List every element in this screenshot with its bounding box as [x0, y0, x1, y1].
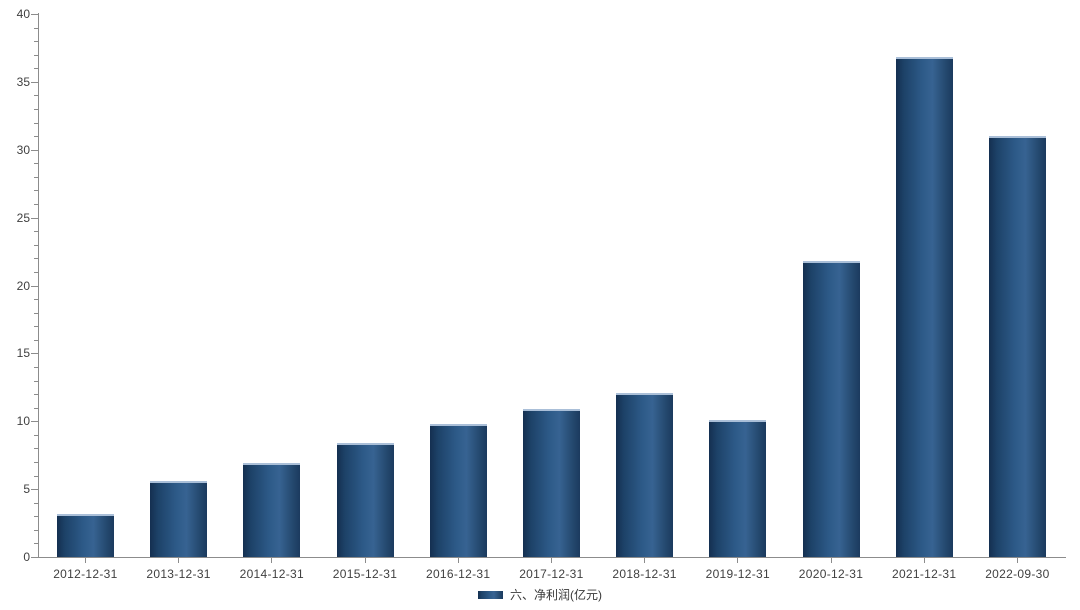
- x-tick-label: 2019-12-31: [705, 567, 770, 581]
- bar-2021-12-31[interactable]: [895, 57, 953, 557]
- x-tick-label: 2018-12-31: [612, 567, 677, 581]
- y-minor-tick: [34, 339, 38, 341]
- x-tick-label: 2022-09-30: [985, 567, 1050, 581]
- x-tick: [550, 558, 552, 563]
- legend: 六、净利润(亿元): [0, 585, 1080, 605]
- y-tick-label: 15: [16, 346, 30, 361]
- y-major-tick: [31, 489, 38, 491]
- x-tick-label: 2020-12-31: [798, 567, 864, 581]
- y-major-tick: [31, 353, 38, 355]
- y-major-tick: [31, 14, 38, 15]
- y-major-tick: [31, 557, 38, 558]
- bar-2022-09-30[interactable]: [988, 136, 1046, 557]
- x-tick: [1016, 558, 1018, 563]
- bar-2015-12-31[interactable]: [336, 442, 394, 557]
- bar-2016-12-31[interactable]: [429, 423, 487, 557]
- bar-2017-12-31[interactable]: [522, 409, 580, 557]
- y-minor-tick: [34, 299, 38, 301]
- legend-swatch: [478, 591, 503, 599]
- y-major-tick: [31, 421, 38, 423]
- bar-2019-12-31[interactable]: [709, 419, 767, 557]
- y-minor-tick: [34, 122, 38, 124]
- y-minor-tick: [34, 461, 38, 463]
- y-minor-tick: [34, 176, 38, 178]
- x-tick: [178, 558, 180, 563]
- legend-item-net-profit[interactable]: 六、净利润(亿元): [478, 588, 602, 602]
- y-axis-line: [38, 13, 39, 558]
- bar-2012-12-31[interactable]: [56, 513, 114, 557]
- x-tick: [830, 558, 832, 563]
- bar-2018-12-31[interactable]: [616, 392, 674, 557]
- x-tick: [364, 558, 366, 563]
- x-tick-label: 2012-12-31: [53, 567, 118, 581]
- bar-2014-12-31[interactable]: [243, 463, 301, 557]
- y-minor-tick: [34, 109, 38, 111]
- y-major-tick: [31, 81, 38, 83]
- y-minor-tick: [34, 244, 38, 246]
- y-minor-tick: [34, 163, 38, 165]
- y-tick-label: 35: [16, 74, 30, 89]
- bar-2013-12-31[interactable]: [150, 480, 208, 557]
- y-minor-tick: [34, 543, 38, 545]
- x-tick: [644, 558, 646, 563]
- y-minor-tick: [34, 41, 38, 43]
- y-minor-tick: [34, 54, 38, 56]
- y-minor-tick: [34, 136, 38, 138]
- y-minor-tick: [34, 516, 38, 518]
- x-tick-label: 2013-12-31: [146, 567, 211, 581]
- x-tick-label: 2014-12-31: [239, 567, 304, 581]
- y-minor-tick: [34, 312, 38, 314]
- y-minor-tick: [34, 95, 38, 97]
- x-axis-line: [38, 557, 1066, 558]
- y-minor-tick: [34, 366, 38, 368]
- y-minor-tick: [34, 326, 38, 328]
- y-minor-tick: [34, 258, 38, 260]
- y-minor-tick: [34, 380, 38, 382]
- y-minor-tick: [34, 231, 38, 233]
- y-major-tick: [31, 285, 38, 287]
- y-tick-label: 10: [16, 414, 30, 429]
- x-tick: [271, 558, 273, 563]
- legend-label: 六、净利润(亿元): [510, 588, 602, 602]
- y-minor-tick: [34, 448, 38, 450]
- x-tick-label: 2016-12-31: [425, 567, 491, 581]
- y-minor-tick: [34, 394, 38, 396]
- y-minor-tick: [34, 190, 38, 192]
- y-minor-tick: [34, 475, 38, 477]
- y-tick-label: 20: [16, 278, 30, 293]
- y-minor-tick: [34, 434, 38, 436]
- y-minor-tick: [34, 502, 38, 504]
- x-tick-label: 2021-12-31: [891, 567, 957, 581]
- y-tick-label: 30: [16, 142, 30, 157]
- x-tick: [923, 558, 925, 563]
- y-minor-tick: [34, 407, 38, 409]
- x-tick: [84, 558, 86, 563]
- y-major-tick: [31, 149, 38, 151]
- y-tick-label: 5: [23, 482, 30, 497]
- x-tick: [737, 558, 739, 563]
- y-minor-tick: [34, 529, 38, 531]
- x-tick-label: 2015-12-31: [332, 567, 398, 581]
- y-minor-tick: [34, 68, 38, 70]
- y-tick-label: 25: [16, 210, 30, 225]
- x-tick-label: 2017-12-31: [519, 567, 584, 581]
- bar-2020-12-31[interactable]: [802, 261, 860, 557]
- y-major-tick: [31, 217, 38, 219]
- y-minor-tick: [34, 204, 38, 206]
- y-tick-label: 0: [23, 550, 30, 564]
- y-minor-tick: [34, 27, 38, 29]
- y-tick-label: 40: [16, 7, 30, 21]
- x-tick: [457, 558, 459, 563]
- y-minor-tick: [34, 271, 38, 273]
